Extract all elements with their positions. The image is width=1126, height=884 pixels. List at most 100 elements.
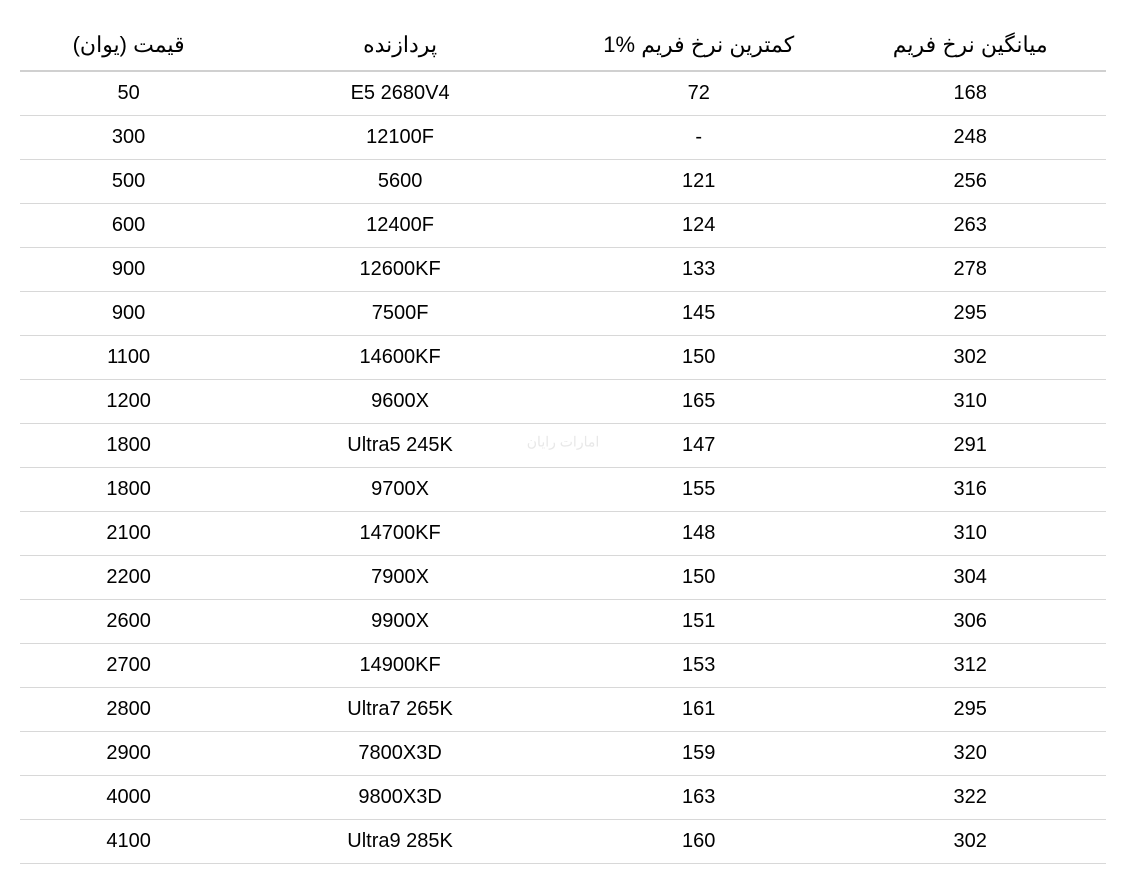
cell-low1: 165 — [563, 380, 835, 424]
cell-cpu: 14700KF — [237, 512, 563, 556]
cell-low1: 121 — [563, 160, 835, 204]
cell-cpu: 7500F — [237, 292, 563, 336]
table-row: 4100Ultra9 285K160302 — [20, 820, 1106, 864]
cell-low1: 153 — [563, 644, 835, 688]
cell-cpu: 9700X — [237, 468, 563, 512]
table-row: 40009800X3D163322 — [20, 776, 1106, 820]
cell-low1: 124 — [563, 204, 835, 248]
cpu-benchmark-table-container: قیمت (یوان)پردازنده1% کمترین نرخ فریممیا… — [20, 20, 1106, 864]
cell-cpu: 12100F — [237, 116, 563, 160]
cell-avg: 248 — [834, 116, 1106, 160]
cell-price: 2100 — [20, 512, 237, 556]
cell-cpu: 5600 — [237, 160, 563, 204]
cell-low1: 163 — [563, 776, 835, 820]
cell-cpu: 7900X — [237, 556, 563, 600]
cell-low1: 159 — [563, 732, 835, 776]
table-header-row: قیمت (یوان)پردازنده1% کمترین نرخ فریممیا… — [20, 20, 1106, 71]
cell-avg: 310 — [834, 512, 1106, 556]
cell-avg: 312 — [834, 644, 1106, 688]
table-header: قیمت (یوان)پردازنده1% کمترین نرخ فریممیا… — [20, 20, 1106, 71]
table-row: 90012600KF133278 — [20, 248, 1106, 292]
cell-avg: 302 — [834, 336, 1106, 380]
column-header-low1: 1% کمترین نرخ فریم — [563, 20, 835, 71]
column-header-price: قیمت (یوان) — [20, 20, 237, 71]
cell-cpu: 14600KF — [237, 336, 563, 380]
cell-low1: - — [563, 116, 835, 160]
cell-price: 2700 — [20, 644, 237, 688]
table-row: 210014700KF148310 — [20, 512, 1106, 556]
cell-low1: 148 — [563, 512, 835, 556]
table-body: 50E5 2680V47216830012100F-24850056001212… — [20, 71, 1106, 864]
cell-price: 900 — [20, 248, 237, 292]
cell-price: 2200 — [20, 556, 237, 600]
cell-price: 300 — [20, 116, 237, 160]
cell-low1: 150 — [563, 556, 835, 600]
cell-low1: 145 — [563, 292, 835, 336]
cell-avg: 295 — [834, 688, 1106, 732]
cell-cpu: 12400F — [237, 204, 563, 248]
cell-cpu: 9900X — [237, 600, 563, 644]
cell-price: 4000 — [20, 776, 237, 820]
cell-avg: 304 — [834, 556, 1106, 600]
cell-price: 2900 — [20, 732, 237, 776]
table-row: 26009900X151306 — [20, 600, 1106, 644]
cell-avg: 263 — [834, 204, 1106, 248]
cell-price: 50 — [20, 71, 237, 116]
table-row: 5005600121256 — [20, 160, 1106, 204]
cell-cpu: 7800X3D — [237, 732, 563, 776]
cell-price: 4100 — [20, 820, 237, 864]
cell-cpu: Ultra9 285K — [237, 820, 563, 864]
cell-avg: 306 — [834, 600, 1106, 644]
cell-price: 1200 — [20, 380, 237, 424]
cell-price: 1800 — [20, 468, 237, 512]
cell-cpu: E5 2680V4 — [237, 71, 563, 116]
table-wrapper: امارات رایان قیمت (یوان)پردازنده1% کمتری… — [20, 20, 1106, 864]
cell-low1: 150 — [563, 336, 835, 380]
cell-price: 500 — [20, 160, 237, 204]
cell-avg: 291 — [834, 424, 1106, 468]
cell-cpu: 12600KF — [237, 248, 563, 292]
cell-cpu: Ultra5 245K — [237, 424, 563, 468]
column-header-cpu: پردازنده — [237, 20, 563, 71]
cell-low1: 151 — [563, 600, 835, 644]
cell-low1: 160 — [563, 820, 835, 864]
cell-avg: 320 — [834, 732, 1106, 776]
cell-avg: 278 — [834, 248, 1106, 292]
table-row: 50E5 2680V472168 — [20, 71, 1106, 116]
cell-avg: 295 — [834, 292, 1106, 336]
table-row: 270014900KF153312 — [20, 644, 1106, 688]
cell-price: 2600 — [20, 600, 237, 644]
cell-low1: 161 — [563, 688, 835, 732]
cell-price: 900 — [20, 292, 237, 336]
column-header-avg: میانگین نرخ فریم — [834, 20, 1106, 71]
table-row: 2800Ultra7 265K161295 — [20, 688, 1106, 732]
cell-avg: 322 — [834, 776, 1106, 820]
cell-avg: 168 — [834, 71, 1106, 116]
cell-price: 600 — [20, 204, 237, 248]
cell-price: 2800 — [20, 688, 237, 732]
cell-price: 1100 — [20, 336, 237, 380]
cell-low1: 133 — [563, 248, 835, 292]
table-row: 60012400F124263 — [20, 204, 1106, 248]
table-row: 18009700X155316 — [20, 468, 1106, 512]
cell-cpu: 9600X — [237, 380, 563, 424]
table-row: 9007500F145295 — [20, 292, 1106, 336]
table-row: 30012100F-248 — [20, 116, 1106, 160]
table-row: 110014600KF150302 — [20, 336, 1106, 380]
table-row: 1800Ultra5 245K147291 — [20, 424, 1106, 468]
cell-low1: 147 — [563, 424, 835, 468]
cell-avg: 316 — [834, 468, 1106, 512]
cell-cpu: 9800X3D — [237, 776, 563, 820]
cpu-benchmark-table: قیمت (یوان)پردازنده1% کمترین نرخ فریممیا… — [20, 20, 1106, 864]
cell-avg: 302 — [834, 820, 1106, 864]
cell-avg: 310 — [834, 380, 1106, 424]
cell-cpu: Ultra7 265K — [237, 688, 563, 732]
cell-cpu: 14900KF — [237, 644, 563, 688]
table-row: 22007900X150304 — [20, 556, 1106, 600]
table-row: 29007800X3D159320 — [20, 732, 1106, 776]
cell-price: 1800 — [20, 424, 237, 468]
cell-avg: 256 — [834, 160, 1106, 204]
table-row: 12009600X165310 — [20, 380, 1106, 424]
cell-low1: 155 — [563, 468, 835, 512]
cell-low1: 72 — [563, 71, 835, 116]
